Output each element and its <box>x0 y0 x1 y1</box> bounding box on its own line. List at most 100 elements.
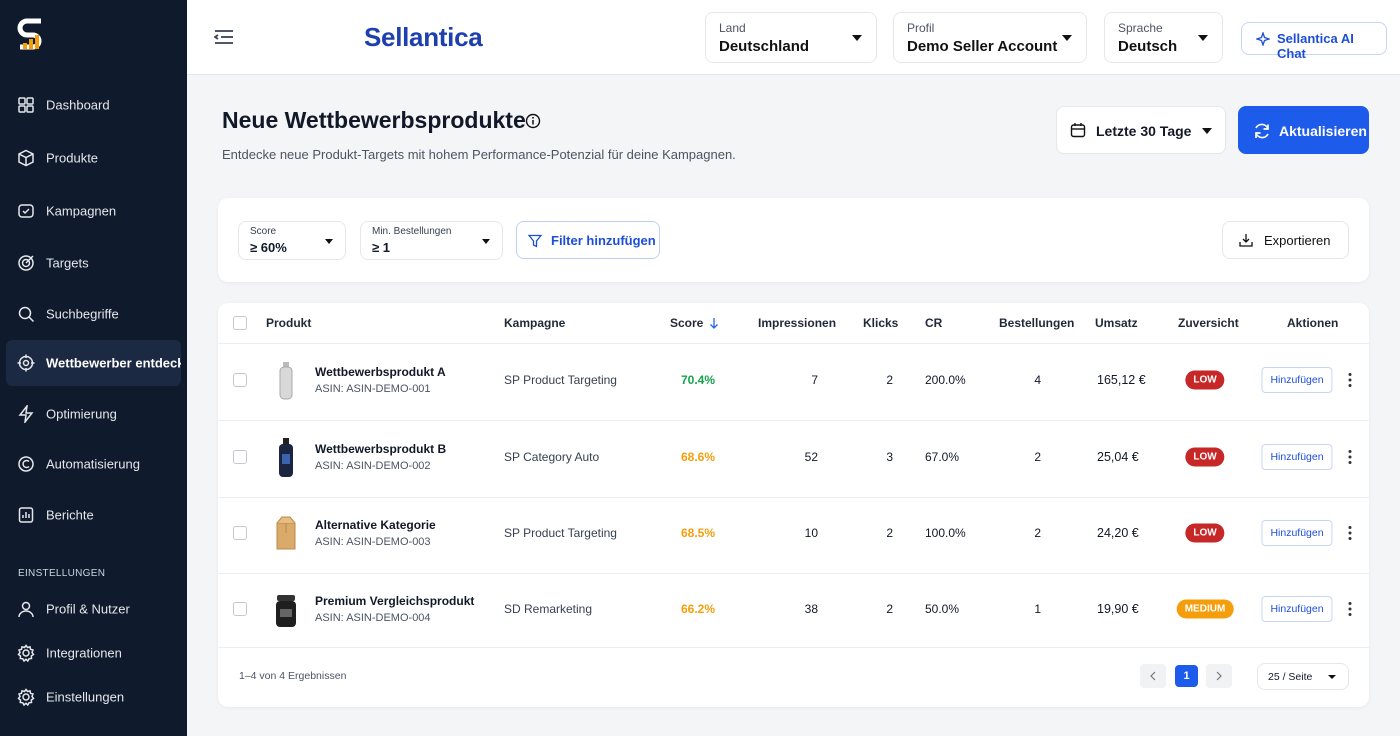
caret <box>1062 35 1072 41</box>
select-label: Profil <box>907 21 935 35</box>
nav-icon <box>18 306 35 323</box>
product-name[interactable]: Wettbewerbsprodukt A <box>315 365 446 379</box>
more-menu[interactable] <box>1347 449 1353 465</box>
nav-item[interactable]: Produkte <box>6 135 181 181</box>
campaign: SP Category Auto <box>504 450 600 464</box>
add-button[interactable]: Hinzufügen <box>1261 596 1333 622</box>
nav-item[interactable]: Targets <box>6 240 181 286</box>
nav-icon <box>18 149 34 167</box>
add-button[interactable]: Hinzufügen <box>1261 367 1333 393</box>
more-menu[interactable] <box>1347 372 1353 388</box>
add-button[interactable]: Hinzufügen <box>1261 444 1333 470</box>
asin-value: ASIN-DEMO-001 <box>346 383 431 395</box>
nav-icon <box>17 644 35 662</box>
prev-page[interactable] <box>1140 664 1166 688</box>
nav-icon <box>18 97 34 113</box>
logo-icon <box>17 18 42 50</box>
asin: ASIN: ASIN-DEMO-002 <box>315 460 431 472</box>
results-table: Produkt Kampagne Score Impressionen Klicks CR… <box>218 303 1369 707</box>
select-value: Demo Seller Account <box>907 38 1058 55</box>
column-header: Aktionen <box>1287 316 1339 330</box>
nav-item[interactable]: Optimierung <box>6 391 181 437</box>
ai-chat-button[interactable]: Sellantica AI Chat <box>1241 22 1387 61</box>
score: 68.6% <box>680 450 715 464</box>
header-select[interactable]: Profil Demo Seller Account <box>893 12 1087 63</box>
nav-item[interactable]: Dashboard <box>6 82 181 128</box>
clicks: 2 <box>886 373 893 387</box>
revenue: 25,04 € <box>1097 450 1139 464</box>
more-menu[interactable] <box>1347 601 1353 617</box>
column-header: Kampagne <box>504 316 566 330</box>
product-name[interactable]: Premium Vergleichsprodukt <box>315 594 475 608</box>
asin-label: ASIN: <box>315 460 344 472</box>
impressions: 7 <box>811 373 818 387</box>
ai-chat-label: Sellantica AI Chat <box>1277 31 1354 61</box>
sidebar: EINSTELLUNGEN Dashboard Produkte Kampagnen… <box>0 0 187 736</box>
cr: 50.0% <box>925 602 960 616</box>
select-value: Deutsch <box>1118 38 1178 55</box>
column-header: CR <box>925 316 943 330</box>
row-checkbox[interactable] <box>233 450 247 464</box>
refresh-button[interactable]: Aktualisieren <box>1238 106 1369 154</box>
refresh-label: Aktualisieren <box>1279 123 1367 139</box>
nav-item[interactable]: Wettbewerber entdecken <box>6 340 181 386</box>
select-label: Land <box>719 21 746 35</box>
asin-label: ASIN: <box>315 612 344 624</box>
export-button[interactable]: Exportieren <box>1222 221 1349 259</box>
header-select[interactable]: Land Deutschland <box>705 12 877 63</box>
select-all-checkbox[interactable] <box>233 316 247 330</box>
brand[interactable]: Sellantica <box>364 22 483 53</box>
sort-icon[interactable] <box>709 317 719 329</box>
filter-select[interactable]: Min. Bestellungen ≥ 1 <box>360 221 503 260</box>
results-summary: 1–4 von 4 Ergebnissen <box>239 670 347 682</box>
filter-select[interactable]: Score ≥ 60% <box>238 221 346 260</box>
add-button[interactable]: Hinzufügen <box>1261 520 1333 546</box>
add-filter-button[interactable]: Filter hinzufügen <box>516 221 660 259</box>
caret <box>482 239 490 244</box>
row-checkbox[interactable] <box>233 373 247 387</box>
confidence-badge: LOW <box>1185 447 1225 467</box>
column-header: Produkt <box>266 316 312 330</box>
campaign: SP Product Targeting <box>504 526 617 540</box>
nav-label: Berichte <box>46 507 94 523</box>
page-size-select[interactable]: 25 / Seite <box>1257 663 1349 690</box>
asin-value: ASIN-DEMO-002 <box>346 460 431 472</box>
product-name[interactable]: Wettbewerbsprodukt B <box>315 442 447 456</box>
info-icon[interactable] <box>525 113 541 129</box>
nav-label: Kampagnen <box>46 203 117 219</box>
next-page[interactable] <box>1206 664 1232 688</box>
product-image <box>279 362 293 400</box>
nav-item[interactable]: Automatisierung <box>6 441 181 487</box>
column-header: Zuversicht <box>1178 316 1239 330</box>
product-name[interactable]: Alternative Kategorie <box>315 518 436 532</box>
refresh-icon <box>1255 123 1269 139</box>
more-menu[interactable] <box>1347 525 1353 541</box>
add-filter-label: Filter hinzufügen <box>551 233 656 248</box>
section-label: EINSTELLUNGEN <box>18 568 106 579</box>
nav-icon <box>17 688 35 706</box>
nav-item[interactable]: Profil & Nutzer <box>6 586 181 632</box>
nav-item[interactable]: Einstellungen <box>6 674 181 720</box>
impressions: 38 <box>804 602 818 616</box>
clicks: 2 <box>886 602 893 616</box>
date-range-select[interactable]: Letzte 30 Tage <box>1056 106 1226 154</box>
current-page[interactable]: 1 <box>1175 665 1198 687</box>
divider <box>218 573 1369 574</box>
nav-item[interactable]: Suchbegriffe <box>6 291 181 337</box>
nav-item[interactable]: Kampagnen <box>6 188 181 234</box>
header: Sellantica Land Deutschland Profil Demo Sel… <box>187 0 1400 75</box>
nav-icon <box>18 204 34 218</box>
chevron <box>1150 671 1156 681</box>
menu-toggle[interactable] <box>214 27 234 47</box>
score: 68.5% <box>680 526 715 540</box>
row-checkbox[interactable] <box>233 602 247 616</box>
page-size-label: 25 / Seite <box>1268 671 1313 683</box>
row-checkbox[interactable] <box>233 526 247 540</box>
page-title: Neue Wettbewerbsprodukte <box>222 107 526 133</box>
header-select[interactable]: Sprache Deutsch <box>1104 12 1223 63</box>
column-header[interactable]: Score <box>670 316 704 330</box>
nav-item[interactable]: Berichte <box>6 492 181 538</box>
nav-item[interactable]: Integrationen <box>6 630 181 676</box>
nav-label: Wettbewerber entdecken <box>46 355 181 371</box>
